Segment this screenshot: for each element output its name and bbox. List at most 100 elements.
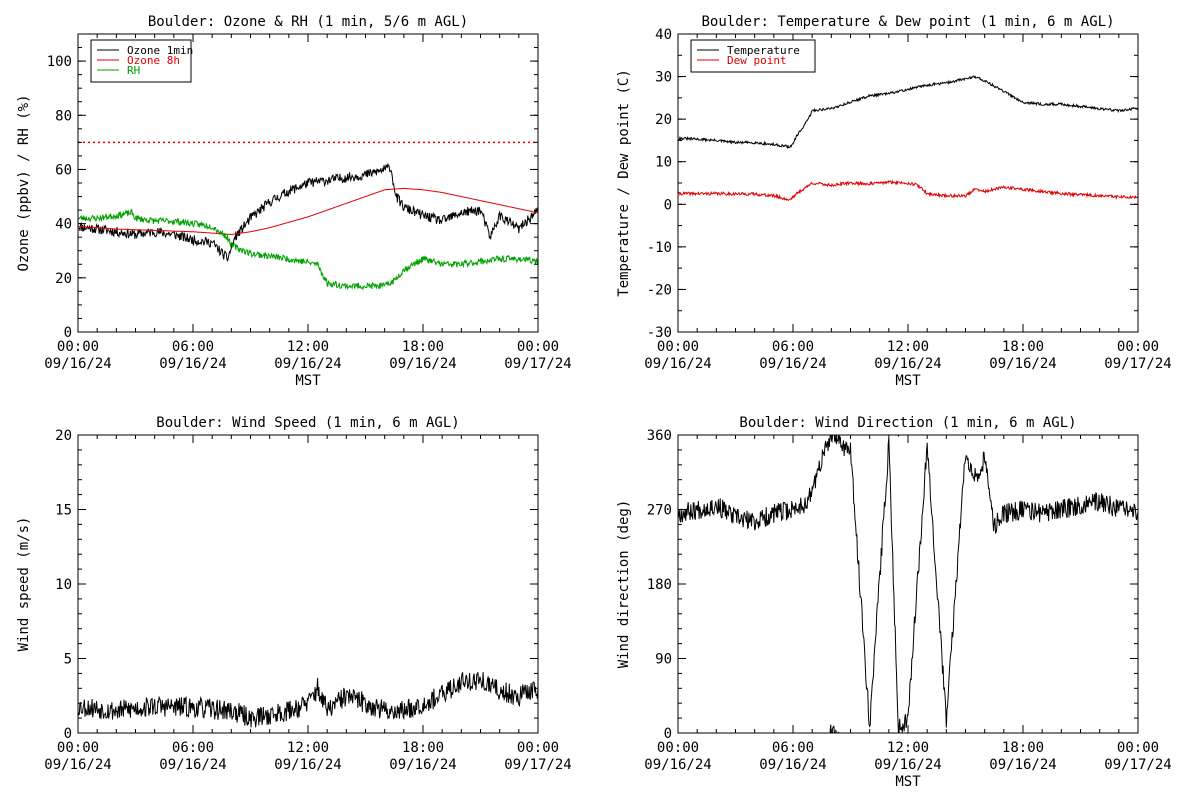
chart-title: Boulder: Ozone & RH (1 min, 5/6 m AGL) <box>148 14 468 30</box>
x-tick-date: 09/17/24 <box>504 757 571 773</box>
legend-label: Ozone 8h <box>127 54 180 67</box>
y-tick-label: 90 <box>655 652 672 668</box>
x-tick-time: 12:00 <box>887 339 929 355</box>
y-tick-label: 0 <box>64 325 72 341</box>
x-axis-label: MST <box>895 774 921 790</box>
series-line-data <box>678 435 1138 733</box>
x-tick-time: 00:00 <box>657 339 699 355</box>
x-tick-date: 09/16/24 <box>44 356 111 372</box>
x-tick-date: 09/16/24 <box>874 356 941 372</box>
x-tick-date: 09/16/24 <box>274 757 341 773</box>
y-tick-label: 10 <box>55 577 72 593</box>
chart-title: Boulder: Wind Direction (1 min, 6 m AGL) <box>739 415 1076 431</box>
x-tick-time: 06:00 <box>172 339 214 355</box>
y-tick-label: 0 <box>664 726 672 742</box>
x-tick-date: 09/16/24 <box>44 757 111 773</box>
x-tick-date: 09/16/24 <box>759 757 826 773</box>
y-tick-label: 20 <box>55 271 72 287</box>
x-tick-time: 00:00 <box>57 339 99 355</box>
x-tick-time: 00:00 <box>517 339 559 355</box>
x-tick-time: 06:00 <box>172 740 214 756</box>
series-line-ozone-8h <box>78 187 538 236</box>
y-tick-label: -10 <box>647 240 672 256</box>
y-tick-label: 270 <box>647 503 672 519</box>
chart-title: Boulder: Temperature & Dew point (1 min,… <box>701 14 1114 30</box>
x-tick-time: 18:00 <box>402 740 444 756</box>
y-tick-label: 0 <box>664 197 672 213</box>
series-line-data <box>78 672 538 728</box>
y-tick-label: 20 <box>55 428 72 444</box>
x-tick-date: 09/17/24 <box>504 356 571 372</box>
panel-wind-direction: Boulder: Wind Direction (1 min, 6 m AGL)… <box>616 415 1172 790</box>
legend-box <box>90 39 192 83</box>
x-tick-time: 00:00 <box>657 740 699 756</box>
plot-frame <box>77 434 539 734</box>
legend-box <box>690 39 816 73</box>
y-tick-label: 40 <box>55 217 72 233</box>
y-axis-label: Temperature / Dew point (C) <box>616 69 632 297</box>
x-tick-time: 18:00 <box>1002 740 1044 756</box>
y-axis-label: Wind direction (deg) <box>616 500 632 669</box>
x-tick-date: 09/16/24 <box>989 757 1056 773</box>
legend-label: Ozone 1min <box>127 44 193 57</box>
legend-label: Temperature <box>727 44 800 57</box>
y-tick-label: -20 <box>647 282 672 298</box>
chart-title: Boulder: Wind Speed (1 min, 6 m AGL) <box>156 415 459 431</box>
panel-temperature-dewpoint: Boulder: Temperature & Dew point (1 min,… <box>616 14 1172 389</box>
y-tick-label: 0 <box>64 726 72 742</box>
x-tick-date: 09/16/24 <box>874 757 941 773</box>
x-tick-time: 00:00 <box>57 740 99 756</box>
x-tick-date: 09/16/24 <box>389 356 456 372</box>
y-tick-label: 15 <box>55 503 72 519</box>
legend-label: Dew point <box>727 54 787 67</box>
x-axis-label: MST <box>295 373 321 389</box>
y-tick-label: 60 <box>55 162 72 178</box>
x-tick-time: 00:00 <box>517 740 559 756</box>
y-tick-label: 20 <box>655 112 672 128</box>
x-tick-date: 09/16/24 <box>759 356 826 372</box>
y-axis-label: Wind speed (m/s) <box>16 517 32 652</box>
x-tick-date: 09/17/24 <box>1104 356 1171 372</box>
plot-area <box>678 75 1138 202</box>
y-tick-label: 10 <box>655 155 672 171</box>
plot-area <box>78 672 538 728</box>
y-tick-label: 40 <box>655 27 672 43</box>
x-tick-date: 09/16/24 <box>159 356 226 372</box>
x-tick-date: 09/16/24 <box>159 757 226 773</box>
x-tick-date: 09/16/24 <box>644 356 711 372</box>
x-axis-label: MST <box>895 373 921 389</box>
x-tick-date: 09/17/24 <box>1104 757 1171 773</box>
x-tick-time: 12:00 <box>287 740 329 756</box>
plot-area <box>78 163 538 291</box>
x-tick-time: 00:00 <box>1117 339 1159 355</box>
legend-label: RH <box>127 64 140 77</box>
panel-ozone-rh: Boulder: Ozone & RH (1 min, 5/6 m AGL) 0 2… <box>16 14 572 389</box>
x-tick-time: 06:00 <box>772 740 814 756</box>
plot-area <box>678 435 1138 733</box>
y-tick-label: 360 <box>647 428 672 444</box>
y-tick-label: 5 <box>64 652 72 668</box>
plot-frame <box>677 434 1139 734</box>
x-tick-date: 09/16/24 <box>644 757 711 773</box>
y-tick-label: 180 <box>647 577 672 593</box>
x-tick-date: 09/16/24 <box>989 356 1056 372</box>
series-line-ozone-1min <box>78 163 538 262</box>
panel-wind-speed: Boulder: Wind Speed (1 min, 6 m AGL) 0 5 10… <box>16 415 572 773</box>
series-line-temperature <box>678 75 1138 150</box>
x-tick-time: 00:00 <box>1117 740 1159 756</box>
y-tick-label: 80 <box>55 108 72 124</box>
x-tick-date: 09/16/24 <box>389 757 456 773</box>
y-tick-label: -30 <box>647 325 672 341</box>
x-tick-time: 12:00 <box>287 339 329 355</box>
series-line-dew-point <box>678 179 1138 202</box>
series-line-rh <box>78 208 538 291</box>
y-tick-label: 100 <box>47 54 72 70</box>
y-tick-label: 30 <box>655 70 672 86</box>
x-tick-time: 18:00 <box>402 339 444 355</box>
x-tick-time: 18:00 <box>1002 339 1044 355</box>
x-tick-time: 06:00 <box>772 339 814 355</box>
x-tick-time: 12:00 <box>887 740 929 756</box>
x-tick-date: 09/16/24 <box>274 356 341 372</box>
y-axis-label: Ozone (ppbv) / RH (%) <box>16 94 32 271</box>
